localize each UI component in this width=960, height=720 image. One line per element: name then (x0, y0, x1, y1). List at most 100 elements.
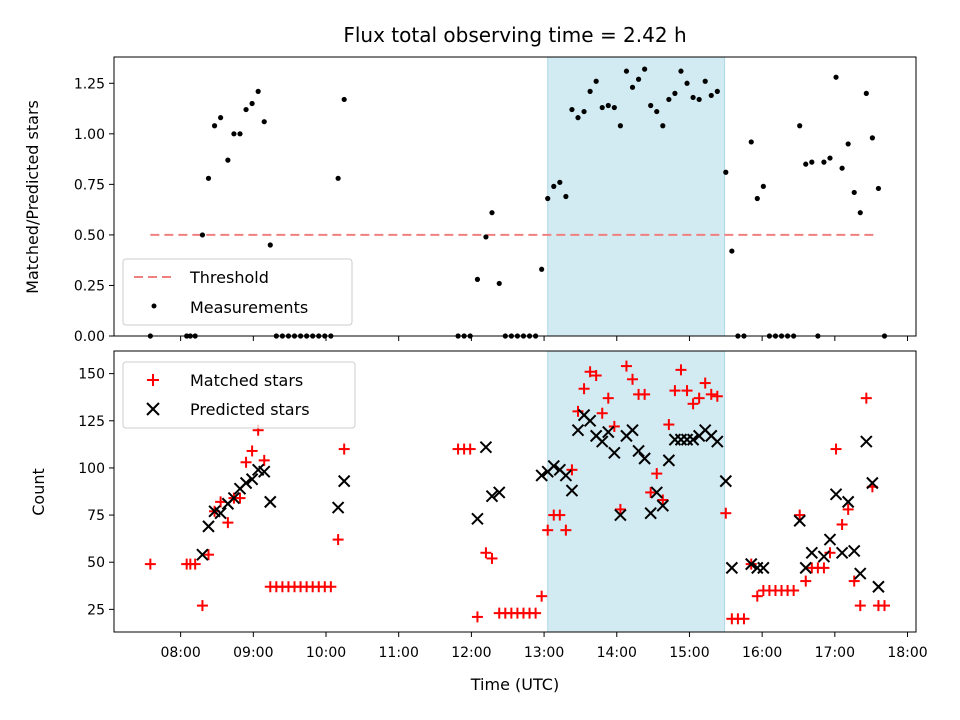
matched-star-point (705, 388, 717, 400)
predicted-star-point (650, 486, 663, 499)
predicted-star-point (745, 557, 758, 571)
matched-star-point (189, 558, 201, 570)
predicted-star-point (331, 501, 345, 514)
measurement-point (729, 248, 735, 254)
legend-predicted-label: Predicted stars (190, 400, 310, 419)
matched-star-point (566, 464, 578, 476)
predicted-star-point (227, 491, 241, 505)
y-tick-label: 1.00 (74, 127, 105, 143)
measurement-point (708, 92, 714, 99)
measurement-point (629, 84, 636, 90)
measurement-point (255, 88, 261, 94)
predicted-star-point (829, 488, 843, 501)
measurement-point (821, 159, 827, 165)
measurement-point (690, 94, 696, 101)
y-tick-label: 50 (87, 555, 105, 571)
predicted-star-point (823, 533, 837, 546)
legend-measurement-label: Measurements (190, 298, 308, 317)
measurement-point (714, 88, 720, 94)
predicted-star-point (485, 490, 499, 503)
measurement-point (545, 195, 551, 202)
predicted-star-point (854, 567, 867, 580)
matched-star-point (681, 385, 693, 397)
measurement-point (261, 119, 267, 125)
measurement-point (205, 175, 212, 181)
x-tick-label: 08:00 (160, 645, 200, 661)
count-y-ticks: 25 50 75 100 125 150 (78, 367, 114, 618)
measurement-point (797, 123, 803, 129)
x-tick-label: 13:00 (524, 645, 564, 661)
measurement-point (839, 165, 845, 171)
matched-star-point (800, 575, 812, 587)
measurement-point (833, 74, 839, 80)
predicted-star-point (841, 495, 855, 509)
matched-star-point (842, 503, 854, 515)
measurement-point (581, 108, 587, 115)
predicted-star-point (711, 435, 724, 448)
count-panel: 25 50 75 100 125 150 08:00 09:00 10:00 11:00 12:0… (29, 350, 928, 694)
predicted-star-point (547, 459, 560, 473)
matched-star-point (693, 392, 705, 404)
matched-star-point (608, 420, 620, 432)
matched-star-point (860, 392, 872, 404)
matched-star-point (651, 468, 663, 480)
matched-star-point (560, 524, 572, 536)
matched-star-point (590, 370, 602, 382)
y-tick-label: 0.50 (74, 228, 105, 244)
matched-star-point (669, 385, 681, 397)
predicted-star-point (214, 506, 227, 520)
measurement-point (474, 276, 481, 282)
matched-star-point (202, 549, 214, 561)
y-tick-label: 75 (87, 508, 105, 524)
predicted-star-point (608, 446, 621, 460)
matched-star-point (848, 575, 860, 587)
matched-star-point (699, 377, 711, 389)
matched-star-point (246, 445, 258, 457)
ratio-y-axis-label: Matched/Predicted stars (23, 100, 42, 294)
matched-star-point (854, 600, 866, 612)
predicted-star-point (571, 424, 585, 437)
matched-star-point (584, 366, 596, 378)
measurement-point (678, 68, 684, 74)
measurement-point (231, 131, 237, 137)
measurement-point (803, 161, 809, 167)
matched-star-point (627, 373, 639, 385)
x-tick-label: 15:00 (669, 645, 709, 661)
x-tick-label: 17:00 (815, 645, 855, 661)
predicted-star-point (559, 469, 573, 482)
matched-star-point (542, 524, 554, 536)
measurement-point (237, 131, 243, 137)
y-tick-label: 150 (78, 367, 105, 383)
measurement-point (702, 78, 708, 84)
matched-star-point (332, 534, 344, 546)
y-tick-label: 0.25 (74, 278, 105, 294)
measurement-point (563, 193, 569, 200)
measurement-point (754, 195, 760, 202)
matched-star-point (536, 590, 548, 602)
matched-star-points (144, 360, 891, 625)
measurement-point (666, 96, 672, 103)
measurement-point (684, 80, 690, 86)
predicted-star-point (686, 433, 700, 446)
measurement-point (642, 66, 648, 72)
matched-star-point (830, 443, 842, 455)
predicted-star-point (239, 476, 253, 490)
measurement-point (827, 155, 833, 161)
measurement-point (218, 115, 224, 121)
legend-measurement-swatch (151, 303, 157, 309)
ratio-panel: 0.00 0.25 0.50 0.75 1.00 1.25 Matched/Predict… (23, 56, 917, 345)
matched-star-point (480, 547, 492, 559)
measurement-point (496, 280, 502, 287)
measurement-point (611, 104, 617, 111)
measurement-point (648, 102, 654, 109)
matched-star-point (657, 494, 669, 506)
matched-star-point (639, 388, 651, 400)
predicted-star-point (860, 435, 873, 448)
predicted-star-point (202, 520, 215, 533)
predicted-star-point (583, 414, 597, 427)
predicted-star-point (245, 473, 259, 486)
predicted-star-point (626, 424, 639, 437)
matched-star-point (788, 585, 800, 597)
y-tick-label: 25 (87, 602, 105, 618)
